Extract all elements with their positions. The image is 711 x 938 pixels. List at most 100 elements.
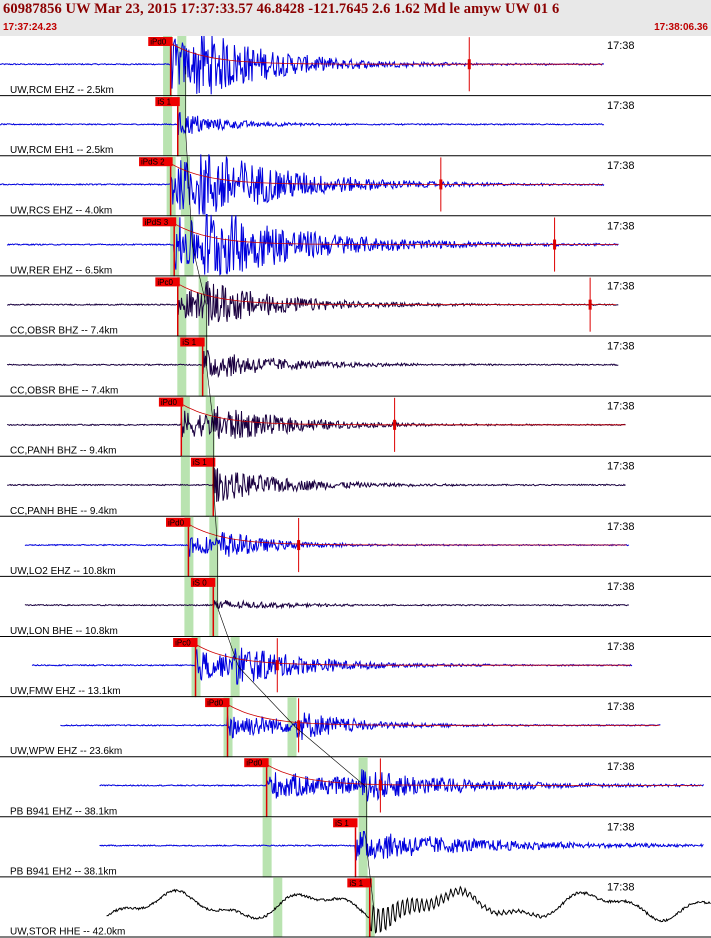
station-label: UW,WPW EHZ -- 23.6km bbox=[10, 746, 122, 757]
phase-label: iS 1 bbox=[349, 879, 363, 888]
phase-label: iS 1 bbox=[193, 458, 207, 467]
trace-time-label: 17:38 bbox=[607, 341, 635, 353]
pick-window bbox=[180, 456, 190, 517]
pick-marker[interactable] bbox=[142, 217, 177, 227]
pick-window bbox=[177, 96, 187, 157]
travel-time-curve bbox=[185, 66, 374, 908]
pick-marker[interactable] bbox=[155, 97, 180, 107]
station-label: UW,LON BHE -- 10.8km bbox=[10, 626, 118, 637]
blip-marker bbox=[439, 179, 443, 190]
pick-marker[interactable] bbox=[166, 517, 191, 527]
coda-envelope bbox=[266, 764, 702, 786]
trace-panel[interactable]: iS 1 17:38 UW,STOR HHE -- 42.0km bbox=[0, 877, 711, 938]
blip-marker bbox=[393, 419, 397, 430]
station-label: CC,OBSR BHZ -- 7.4km bbox=[10, 326, 118, 337]
blip-marker bbox=[467, 59, 471, 70]
station-label: UW,LO2 EHZ -- 10.8km bbox=[10, 566, 116, 577]
trace-time-label: 17:38 bbox=[607, 761, 635, 773]
phase-label: iS 1 bbox=[182, 338, 196, 347]
trace-panel[interactable]: iS 1 17:38 PB B941 EH2 -- 38.1km bbox=[0, 817, 711, 878]
blip-marker bbox=[275, 660, 279, 671]
trace-panel[interactable]: iPdS 2 17:38 UW,RCS EHZ -- 4.0km bbox=[0, 154, 711, 217]
waveform bbox=[106, 885, 711, 934]
event-title: 60987856 UW Mar 23, 2015 17:37:33.57 46.… bbox=[3, 1, 560, 17]
pick-marker[interactable] bbox=[158, 397, 184, 407]
coda-envelope bbox=[170, 42, 603, 65]
header-bar: 60987856 UW Mar 23, 2015 17:37:33.57 46.… bbox=[0, 0, 711, 36]
trace-time-label: 17:38 bbox=[607, 160, 635, 172]
blip-marker bbox=[378, 780, 382, 791]
pick-window bbox=[287, 697, 297, 758]
pick-window bbox=[358, 817, 368, 878]
phase-label: iPd0 bbox=[150, 38, 167, 47]
trace-panel[interactable]: iS 1 17:38 CC,OBSR BHE -- 7.4km bbox=[0, 336, 711, 397]
pick-marker[interactable] bbox=[190, 457, 216, 467]
pick-marker[interactable] bbox=[139, 157, 173, 167]
trace-time-label: 17:38 bbox=[607, 40, 635, 52]
trace-panel[interactable]: iPdS 3 17:38 UW,RER EHZ -- 6.5km bbox=[0, 214, 711, 277]
pick-window bbox=[177, 336, 187, 397]
pick-marker[interactable] bbox=[155, 277, 180, 287]
trace-panel[interactable]: iPc0 17:38 CC,OBSR BHZ -- 7.4km bbox=[0, 276, 711, 337]
trace-panel[interactable]: iPd0 17:38 PB B941 EHZ -- 38.1km bbox=[0, 757, 711, 818]
coda-envelope bbox=[174, 223, 619, 245]
blip-marker bbox=[297, 720, 301, 731]
pick-window bbox=[163, 96, 173, 157]
waveform bbox=[24, 532, 630, 557]
pick-window bbox=[180, 156, 190, 217]
seismogram-plot[interactable]: iPd0 17:38 UW,RCM EHZ -- 2.5km iS 1 17:38 UW,… bbox=[0, 36, 711, 938]
waveform bbox=[0, 154, 605, 215]
station-label: UW,FMW EHZ -- 13.1km bbox=[10, 686, 121, 697]
trace-panel[interactable]: iS 1 17:38 CC,PANH BHE -- 9.4km bbox=[0, 456, 711, 517]
trace-time-label: 17:38 bbox=[607, 701, 635, 713]
waveform bbox=[7, 350, 619, 379]
trace-time-label: 17:38 bbox=[607, 100, 635, 112]
station-label: CC,OBSR BHE -- 7.4km bbox=[10, 386, 118, 397]
trace-panel[interactable]: iPd0 17:38 UW,WPW EHZ -- 23.6km bbox=[0, 697, 711, 758]
phase-label: iS 0 bbox=[193, 578, 207, 587]
trace-panel[interactable]: iS 1 17:38 UW,RCM EH1 -- 2.5km bbox=[0, 96, 711, 157]
trace-panel[interactable]: iPd0 17:38 UW,LO2 EHZ -- 10.8km bbox=[0, 516, 711, 577]
trace-panel[interactable]: iS 0 17:38 UW,LON BHE -- 10.8km bbox=[0, 576, 711, 637]
phase-label: iPc0 bbox=[175, 639, 191, 648]
station-label: UW,RCM EH1 -- 2.5km bbox=[10, 145, 113, 156]
blip-marker bbox=[588, 299, 592, 310]
trace-time-label: 17:38 bbox=[607, 280, 635, 292]
trace-panel[interactable]: iPc0 17:38 UW,FMW EHZ -- 13.1km bbox=[0, 637, 711, 698]
station-label: UW,STOR HHE -- 42.0km bbox=[10, 927, 125, 938]
pick-marker[interactable] bbox=[180, 337, 205, 347]
pick-window bbox=[209, 516, 219, 577]
pick-marker[interactable] bbox=[333, 818, 358, 828]
trace-panel[interactable]: iPd0 17:38 UW,RCM EHZ -- 2.5km bbox=[0, 36, 711, 97]
pick-marker[interactable] bbox=[173, 638, 198, 647]
pick-window bbox=[205, 456, 215, 517]
phase-label: iPd0 bbox=[168, 518, 185, 527]
station-label: PB B941 EH2 -- 38.1km bbox=[10, 866, 117, 877]
coda-envelope bbox=[170, 163, 603, 185]
phase-label: iPd0 bbox=[207, 699, 224, 708]
phase-label: iS 1 bbox=[335, 819, 349, 828]
phase-label: iS 1 bbox=[157, 98, 171, 107]
phase-label: iPd0 bbox=[246, 759, 263, 768]
waveform bbox=[60, 712, 661, 741]
waveform bbox=[6, 214, 619, 276]
pick-marker[interactable] bbox=[148, 37, 173, 46]
trace-time-label: 17:38 bbox=[607, 581, 635, 593]
trace-panel[interactable]: iPd0 17:38 CC,PANH BHZ -- 9.4km bbox=[0, 396, 711, 457]
pick-window bbox=[180, 396, 190, 457]
trace-time-label: 17:38 bbox=[607, 521, 635, 533]
pick-marker[interactable] bbox=[347, 878, 372, 888]
coda-envelope bbox=[181, 403, 626, 426]
coda-envelope bbox=[188, 523, 627, 546]
pick-marker[interactable] bbox=[244, 758, 269, 768]
phase-label: iPd0 bbox=[161, 398, 178, 407]
station-label: CC,PANH BHE -- 9.4km bbox=[10, 506, 117, 517]
pick-marker[interactable] bbox=[205, 698, 230, 708]
waveform bbox=[0, 111, 605, 136]
pick-window bbox=[230, 637, 240, 698]
phase-label: iPc0 bbox=[157, 278, 173, 287]
waveform bbox=[7, 467, 626, 502]
pick-marker[interactable] bbox=[190, 577, 216, 587]
blip-marker bbox=[297, 540, 301, 551]
station-label: UW,RER EHZ -- 6.5km bbox=[10, 265, 112, 276]
